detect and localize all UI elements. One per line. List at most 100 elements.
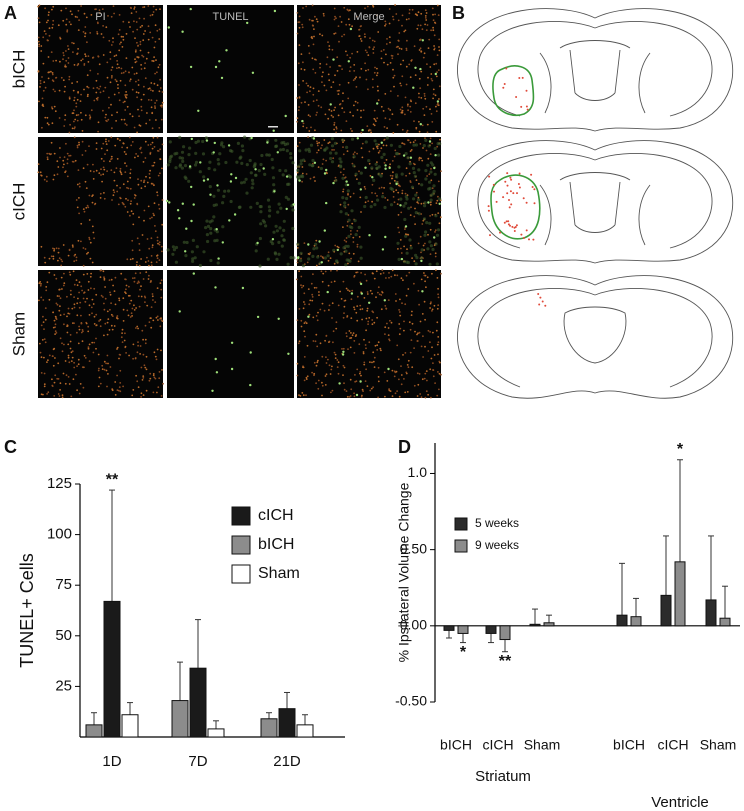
- cell-dot: [50, 255, 53, 258]
- cell-dot: [341, 107, 344, 110]
- cell-dot: [125, 352, 127, 354]
- cell-dot: [296, 32, 299, 35]
- cell-dot: [83, 210, 86, 213]
- cell-dot: [398, 153, 401, 155]
- haze-dot: [212, 194, 216, 198]
- cell-dot: [396, 203, 399, 206]
- micrograph: [38, 269, 164, 399]
- haze-dot: [346, 189, 350, 193]
- lesion-dot: [528, 238, 530, 241]
- haze-dot: [314, 242, 318, 246]
- haze-dot: [182, 145, 186, 149]
- cell-dot: [395, 370, 398, 373]
- cell-dot: [424, 318, 426, 321]
- lesion-dot: [503, 221, 506, 224]
- cell-dot: [416, 372, 419, 375]
- tunel-dot: [329, 103, 332, 106]
- cell-dot: [103, 277, 106, 280]
- cell-dot: [318, 294, 320, 296]
- cell-dot: [425, 19, 428, 21]
- cell-dot: [58, 395, 61, 397]
- haze-dot: [389, 203, 394, 207]
- cell-dot: [300, 257, 302, 260]
- cell-dot: [311, 57, 314, 60]
- cell-dot: [427, 76, 429, 79]
- cell-dot: [62, 372, 65, 375]
- cell-dot: [383, 139, 385, 142]
- x-tick-label: bICH: [440, 737, 472, 753]
- haze-dot: [180, 166, 184, 170]
- haze-dot: [268, 209, 272, 213]
- haze-dot: [195, 245, 199, 249]
- cell-dot: [56, 295, 59, 297]
- cell-dot: [376, 74, 378, 77]
- cell-dot: [103, 360, 106, 363]
- cell-dot: [431, 7, 434, 10]
- tunel-dot: [178, 217, 181, 220]
- micrograph: [165, 135, 296, 268]
- cell-dot: [90, 14, 93, 16]
- cell-dot: [51, 355, 54, 357]
- cell-dot: [359, 304, 362, 307]
- cell-dot: [353, 104, 355, 107]
- cell-dot: [149, 317, 152, 319]
- cell-dot: [403, 143, 406, 146]
- haze-dot: [307, 147, 311, 151]
- cell-dot: [365, 69, 367, 72]
- cell-dot: [159, 172, 161, 175]
- cell-dot: [371, 272, 374, 274]
- cell-dot: [432, 97, 434, 100]
- cell-dot: [48, 27, 51, 30]
- cell-dot: [347, 81, 350, 84]
- cell-dot: [350, 332, 352, 334]
- cell-dot: [97, 369, 100, 372]
- cell-dot: [377, 366, 380, 369]
- bar: [719, 617, 731, 627]
- cell-dot: [333, 109, 335, 111]
- cell-dot: [124, 278, 126, 281]
- cell-dot: [155, 59, 157, 61]
- cell-dot: [345, 390, 348, 392]
- cell-dot: [402, 59, 405, 62]
- cell-dot: [342, 141, 344, 144]
- cell-dot: [296, 374, 299, 377]
- cell-dot: [134, 194, 137, 197]
- cell-dot: [123, 203, 125, 206]
- tunel-dot: [341, 353, 345, 356]
- haze-dot: [397, 257, 401, 261]
- tunel-dot: [190, 219, 193, 223]
- haze-dot: [357, 225, 361, 229]
- cell-dot: [381, 269, 384, 272]
- tunel-dot: [332, 58, 335, 61]
- cell-dot: [78, 212, 80, 215]
- haze-dot: [300, 174, 304, 178]
- cell-dot: [160, 118, 163, 121]
- cell-dot: [93, 323, 96, 325]
- cell-dot: [414, 139, 417, 142]
- cell-dot: [371, 39, 374, 42]
- cell-dot: [315, 114, 318, 116]
- cell-dot: [117, 83, 119, 86]
- cell-dot: [106, 333, 109, 336]
- cell-dot: [59, 156, 61, 159]
- lesion-dot: [505, 220, 508, 223]
- haze-dot: [254, 173, 258, 177]
- cell-dot: [156, 84, 159, 87]
- tunel-dot: [402, 154, 406, 157]
- cell-dot: [103, 308, 106, 311]
- cell-dot: [81, 130, 84, 132]
- tunel-dot: [312, 137, 316, 140]
- cell-dot: [346, 8, 349, 11]
- cell-dot: [107, 140, 110, 142]
- cell-dot: [106, 354, 109, 357]
- tunel-dot: [178, 310, 181, 313]
- cell-dot: [364, 273, 366, 276]
- cell-dot: [298, 340, 301, 343]
- cell-dot: [431, 213, 434, 216]
- cell-dot: [301, 392, 304, 394]
- cell-dot: [118, 99, 121, 102]
- cell-dot: [84, 32, 87, 35]
- haze-dot: [367, 159, 371, 163]
- cell-dot: [396, 344, 399, 347]
- cell-dot: [419, 393, 422, 395]
